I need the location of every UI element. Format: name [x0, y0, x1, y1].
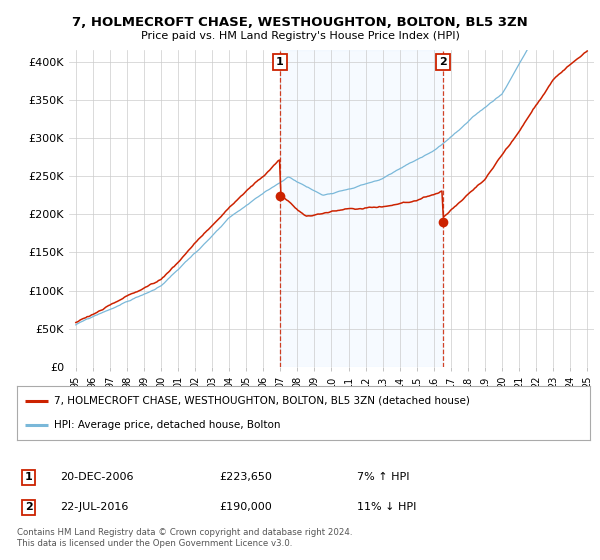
Text: 2: 2	[439, 57, 447, 67]
Text: 11% ↓ HPI: 11% ↓ HPI	[357, 502, 416, 512]
Text: 1: 1	[25, 472, 32, 482]
Text: £223,650: £223,650	[219, 472, 272, 482]
Text: 7, HOLMECROFT CHASE, WESTHOUGHTON, BOLTON, BL5 3ZN: 7, HOLMECROFT CHASE, WESTHOUGHTON, BOLTO…	[72, 16, 528, 29]
Text: 1: 1	[276, 57, 284, 67]
Text: Price paid vs. HM Land Registry's House Price Index (HPI): Price paid vs. HM Land Registry's House …	[140, 31, 460, 41]
Text: Contains HM Land Registry data © Crown copyright and database right 2024.
This d: Contains HM Land Registry data © Crown c…	[17, 528, 352, 548]
Text: 22-JUL-2016: 22-JUL-2016	[60, 502, 128, 512]
Text: 7% ↑ HPI: 7% ↑ HPI	[357, 472, 409, 482]
Text: 20-DEC-2006: 20-DEC-2006	[60, 472, 133, 482]
Text: 7, HOLMECROFT CHASE, WESTHOUGHTON, BOLTON, BL5 3ZN (detached house): 7, HOLMECROFT CHASE, WESTHOUGHTON, BOLTO…	[54, 396, 470, 406]
Text: 2: 2	[25, 502, 32, 512]
Text: HPI: Average price, detached house, Bolton: HPI: Average price, detached house, Bolt…	[54, 420, 281, 430]
Text: £190,000: £190,000	[219, 502, 272, 512]
Bar	[280, 50, 443, 367]
